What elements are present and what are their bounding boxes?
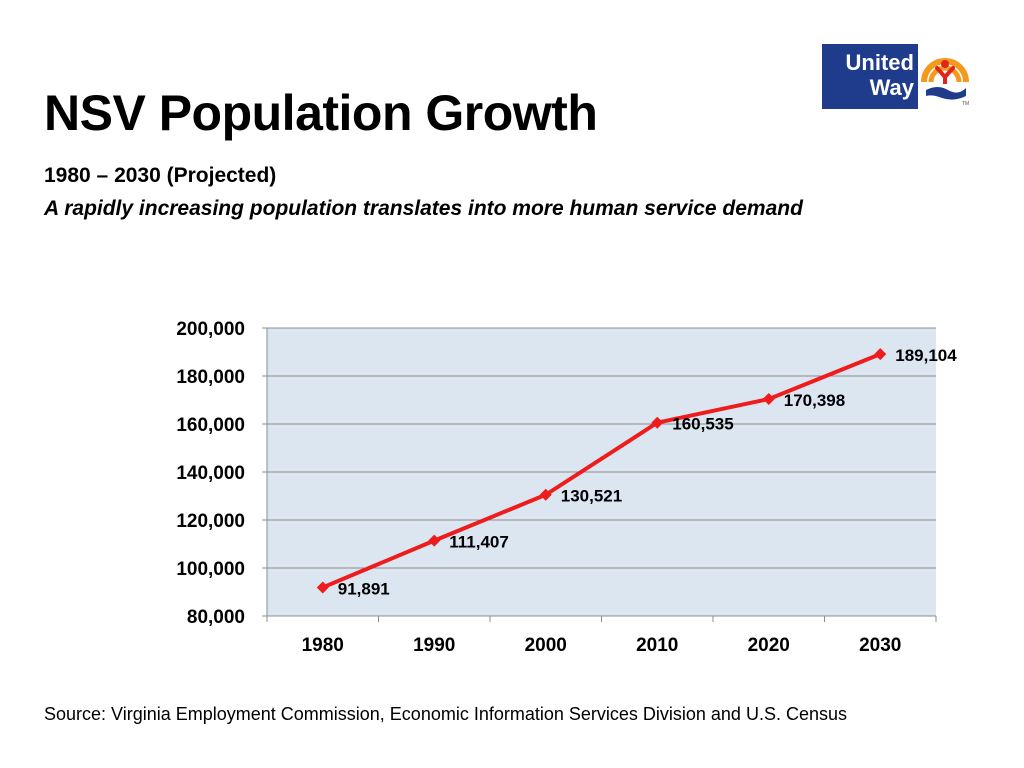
x-tick-label-3: 2010 [636, 635, 678, 656]
data-point-1 [428, 534, 441, 547]
logo-line-1: United [845, 50, 914, 75]
slide-subtitle: 1980 – 2030 (Projected) [44, 164, 277, 187]
data-label-4: 170,398 [784, 391, 845, 410]
data-label-2: 130,521 [561, 487, 622, 506]
logo-line-2: Way [869, 75, 914, 100]
y-tick-label-2: 120,000 [176, 511, 245, 532]
slide-title: NSV Population Growth [44, 85, 598, 141]
source-note: Source: Virginia Employment Commission, … [44, 704, 847, 724]
rainbow-hand-icon: TM [921, 58, 969, 107]
data-point-4 [762, 393, 775, 406]
x-tick-label-4: 2020 [748, 635, 790, 656]
data-label-1: 111,407 [449, 533, 509, 552]
x-tick-label-0: 1980 [302, 635, 344, 656]
y-tick-label-3: 140,000 [176, 463, 245, 484]
y-tick-label-4: 160,000 [176, 415, 245, 436]
y-tick-label-5: 180,000 [176, 367, 245, 388]
y-tick-label-0: 80,000 [187, 607, 245, 628]
y-tick-label-6: 200,000 [176, 319, 245, 340]
data-label-5: 189,104 [895, 346, 957, 365]
slide-tagline: A rapidly increasing population translat… [44, 197, 803, 220]
data-point-2 [539, 488, 552, 501]
series-line-0 [321, 352, 881, 590]
united-way-logo: United Way TM [822, 44, 973, 109]
data-point-0 [316, 581, 329, 594]
logo-wordmark: United Way [828, 50, 914, 100]
x-tick-label-1: 1990 [413, 635, 455, 656]
data-point-3 [651, 416, 664, 429]
data-label-0: 91,891 [338, 579, 390, 598]
x-tick-label-2: 2000 [525, 635, 567, 656]
trademark-mark: TM [962, 101, 969, 107]
x-tick-label-5: 2030 [859, 635, 901, 656]
y-tick-label-1: 100,000 [176, 559, 245, 580]
logo-mark-icon: TM [916, 44, 973, 109]
data-point-5 [874, 348, 887, 361]
data-label-3: 160,535 [672, 415, 733, 434]
